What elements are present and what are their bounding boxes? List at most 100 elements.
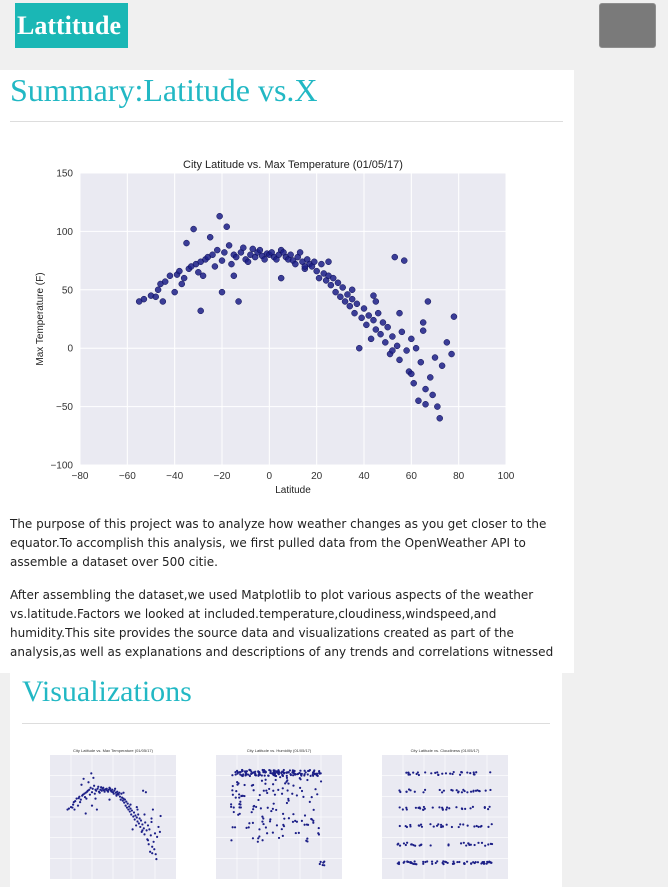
thumbnail-point xyxy=(312,772,315,775)
thumbnail-humidity[interactable]: City Latitude vs. Humidity (01/05/17) xyxy=(194,743,344,887)
scatter-point xyxy=(431,354,439,361)
summary-paragraph-purpose: The purpose of this project was to analy… xyxy=(10,517,547,569)
thumbnail-point xyxy=(281,787,284,790)
scatter-point xyxy=(225,242,233,249)
latitude-vs-max-temperature-chart: −80 −60 −40 −20 0 20 40 60 80 100 150 100 50 0 −50 −100… xyxy=(35,159,515,496)
scatter-point xyxy=(443,339,451,346)
thumbnail-point xyxy=(128,810,131,813)
thumbnail-point xyxy=(232,806,235,809)
thumbnail-point xyxy=(137,813,140,816)
thumbnail-point xyxy=(252,789,255,792)
thumbnail-point xyxy=(304,771,307,774)
thumbnail-point xyxy=(255,805,258,809)
thumbnail-point xyxy=(474,789,478,792)
thumbnail-point xyxy=(109,787,112,790)
thumbnail-point xyxy=(259,807,262,810)
thumbnail-point xyxy=(276,770,279,773)
thumbnail-point xyxy=(422,808,425,811)
scatter-point xyxy=(178,280,186,288)
nav-toggle-button[interactable] xyxy=(599,3,656,48)
thumbnail-point xyxy=(130,809,133,812)
thumbnail-point xyxy=(232,810,235,814)
thumbnail-point xyxy=(460,791,464,794)
thumbnail-point xyxy=(303,773,306,776)
thumbnail-point xyxy=(294,819,297,822)
scatter-point xyxy=(334,279,342,287)
thumbnail-point xyxy=(135,805,138,809)
thumbnail-point xyxy=(286,789,289,792)
thumbnail-point xyxy=(107,790,110,793)
thumbnail-point xyxy=(450,825,454,829)
scatter-point xyxy=(311,258,318,266)
scatter-point xyxy=(315,274,323,282)
scatter-point xyxy=(408,370,415,378)
scatter-point xyxy=(287,251,294,259)
thumbnail-point xyxy=(452,770,455,774)
thumbnail-point xyxy=(457,825,460,829)
thumbnail-point xyxy=(112,792,115,795)
thumbnail-point xyxy=(152,840,155,843)
thumbnail-point xyxy=(119,798,122,801)
thumbnail-point xyxy=(312,821,315,824)
thumbnail-point xyxy=(441,791,444,794)
thumbnail-point xyxy=(469,772,472,775)
thumbnail-point xyxy=(297,831,300,834)
scatter-point xyxy=(327,281,335,289)
thumbnail-point xyxy=(489,788,492,792)
thumbnail-point xyxy=(263,770,266,774)
thumbnail-point xyxy=(437,823,440,826)
scatter-point xyxy=(152,293,159,301)
y-tick-label: 150 xyxy=(56,169,73,180)
thumbnail-point xyxy=(410,843,413,846)
thumbnail-point xyxy=(132,815,135,818)
thumbnail-point xyxy=(483,806,486,809)
thumbnail-point xyxy=(247,826,250,829)
thumbnail-point xyxy=(236,771,240,774)
scatter-point xyxy=(434,403,441,410)
thumbnail-point xyxy=(231,789,234,792)
thumbnail-point xyxy=(233,826,237,829)
scatter-point xyxy=(424,298,432,305)
thumbnail-cloudiness[interactable]: City Latitude vs. Cloudiness (01/05/17) xyxy=(360,743,510,887)
thumbnail-point xyxy=(477,825,480,828)
scatter-point xyxy=(232,253,240,261)
thumbnail-point xyxy=(245,826,248,829)
thumbnail-point xyxy=(287,771,290,774)
thumbnail-point xyxy=(424,771,427,774)
scatter-point xyxy=(166,272,174,280)
thumbnail-point xyxy=(252,805,255,808)
thumbnail-temperature[interactable]: City Latitude vs. Max Temperature (01/05… xyxy=(28,743,178,887)
thumbnail-point xyxy=(461,807,464,811)
thumbnail-point xyxy=(114,787,117,790)
thumbnail-point xyxy=(403,860,406,863)
thumbnail-point xyxy=(303,769,306,772)
thumbnail-point xyxy=(98,791,101,794)
thumbnail-point xyxy=(124,804,127,807)
thumbnail-point xyxy=(316,772,319,775)
thumbnail-point xyxy=(295,794,298,797)
thumbnail-point xyxy=(490,823,493,826)
x-tick-label: −20 xyxy=(214,471,231,482)
thumbnail-point xyxy=(472,773,475,776)
thumbnail-point xyxy=(477,841,480,844)
thumbnail-point xyxy=(277,836,281,840)
thumbnail-point xyxy=(451,772,454,776)
thumbnail-point xyxy=(257,798,260,802)
scatter-point xyxy=(183,239,190,247)
thumbnail-point xyxy=(414,806,417,809)
scatter-point xyxy=(249,245,257,253)
thumbnail-point xyxy=(132,811,136,814)
thumbnail-point xyxy=(422,805,425,809)
scatter-point xyxy=(363,321,370,329)
scatter-point xyxy=(211,263,219,270)
thumbnail-point xyxy=(292,774,295,777)
thumbnail-point xyxy=(126,802,129,805)
thumbnail-point xyxy=(405,808,408,811)
scatter-point xyxy=(393,342,401,350)
thumbnail-point xyxy=(251,837,255,840)
summary-divider xyxy=(10,121,563,122)
thumbnail-point xyxy=(117,793,120,796)
scatter-point xyxy=(171,288,178,296)
thumbnail-point xyxy=(435,824,439,827)
site-brand[interactable]: Lattitude xyxy=(15,3,128,48)
